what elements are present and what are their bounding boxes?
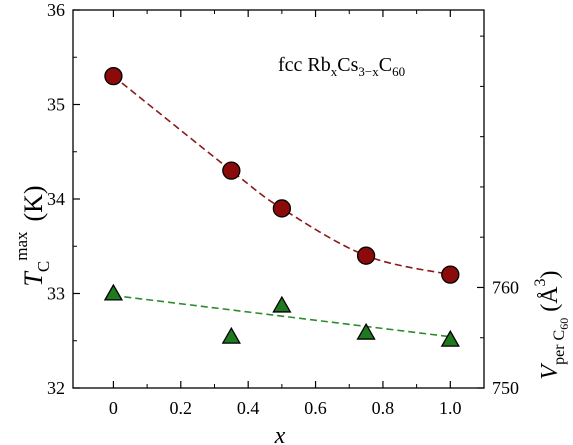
y-tick-label: 34 [47, 189, 65, 209]
tc-point [104, 67, 123, 86]
y-tick-label: 32 [47, 378, 65, 398]
y-tick-label: 35 [47, 95, 65, 115]
tc-point [272, 199, 292, 218]
ticks-group: 0 0.2 0.4 0.6 0.8 1.0 32 33 34 35 36 750 760 [47, 0, 519, 418]
series-tc-curve [112, 75, 451, 276]
y-axis-label: TCmax (K) [12, 185, 53, 286]
tc-point [441, 265, 460, 284]
markers-group [103, 67, 460, 347]
y-label-main: T [19, 271, 48, 287]
annotation-mid: Cs [337, 54, 358, 76]
y-axis-label-group: TCmax (K) [12, 185, 53, 286]
x-tick-label: 0.8 [372, 398, 395, 418]
volume-point [221, 326, 241, 344]
y2-axis-label-group: Vper C60 (Å3) [532, 270, 571, 379]
y2-label-main: V [537, 363, 563, 380]
tc-point [222, 161, 241, 180]
y2-label-sub2: 60 [557, 318, 571, 330]
y-label-sub: C [34, 261, 53, 272]
annotation-mid2: C [379, 54, 392, 76]
tc-point [356, 246, 376, 265]
annotation-sub2: 3−x [358, 64, 379, 79]
annotation-sub3: 60 [392, 64, 405, 79]
y-tick-label: 33 [47, 284, 65, 304]
series-volume-fit [113, 294, 451, 338]
y2-label-close: ) [537, 270, 563, 278]
y2-label-open: ( [537, 304, 563, 312]
x-tick-label: 0.6 [304, 398, 327, 418]
volume-point [272, 295, 292, 313]
x-tick-label: 1.0 [439, 398, 462, 418]
y2-axis-label: Vper C60 (Å3) [532, 270, 571, 379]
y-label-unit: (K) [19, 185, 48, 221]
y-label-sup: max [12, 231, 31, 261]
chart-annotation: fcc RbxCs3−xC60 [278, 54, 405, 79]
y2-label-unit-sup: 3 [532, 278, 549, 286]
volume-point [103, 283, 124, 301]
x-tick-label: 0 [109, 398, 118, 418]
x-tick-label: 0.4 [237, 398, 260, 418]
volume-point [356, 322, 376, 340]
y2-label-unit: Å [537, 286, 563, 304]
annotation-sub1: x [331, 64, 338, 79]
x-axis-label: x [274, 423, 286, 445]
annotation-prefix: fcc Rb [278, 54, 331, 76]
x-tick-label: 0.2 [170, 398, 193, 418]
volume-point [440, 329, 460, 347]
y-tick-label: 36 [47, 0, 65, 20]
y2-tick-label: 760 [492, 277, 519, 297]
y2-tick-label: 750 [492, 378, 519, 398]
y2-label-sub: per C [551, 330, 568, 365]
